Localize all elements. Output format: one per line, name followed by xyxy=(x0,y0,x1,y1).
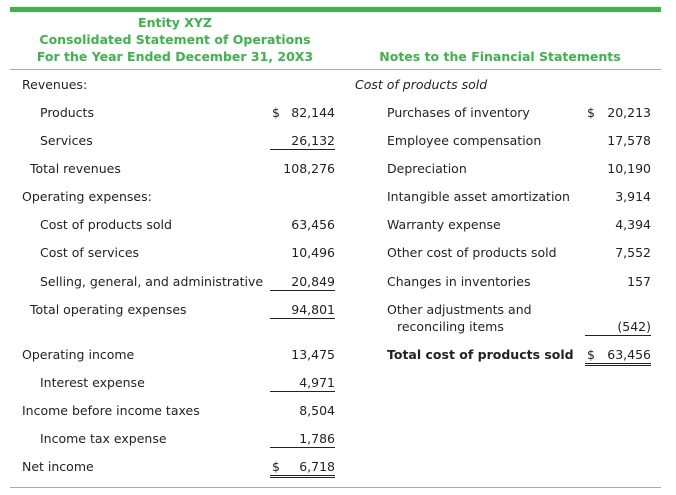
currency-symbol: $ xyxy=(272,459,280,474)
notes-row-label: Purchases of inventory xyxy=(387,105,530,120)
statement-row-value: 82,144 xyxy=(291,105,335,120)
statement-row-label: Selling, general, and administrative xyxy=(40,274,264,289)
notes-row-value: 20,213 xyxy=(607,105,651,120)
statement-row-label: Cost of services xyxy=(40,245,140,260)
notes-title: Notes to the Financial Statements xyxy=(379,49,621,64)
statement-row-value: 20,849 xyxy=(270,274,335,291)
entity-name: Entity XYZ xyxy=(138,15,212,30)
statement-row-label: Interest expense xyxy=(40,375,145,390)
statement-row-label: Net income xyxy=(22,459,94,474)
notes-total-label: Total cost of products sold xyxy=(387,347,574,362)
notes-row-label: Other cost of products sold xyxy=(387,245,557,260)
statement-row-value: 13,475 xyxy=(291,347,335,362)
notes-row-label: Warranty expense xyxy=(387,217,501,232)
notes-subtitle: Cost of products sold xyxy=(355,77,488,92)
currency-symbol: $ xyxy=(587,105,595,120)
statement-row-value: 94,801 xyxy=(270,302,335,319)
notes-row-value: 7,552 xyxy=(615,245,651,260)
statement-row-label: Total revenues xyxy=(30,161,121,176)
statement-row-value: 8,504 xyxy=(299,403,335,418)
notes-row-value: 3,914 xyxy=(615,189,651,204)
statement-period: For the Year Ended December 31, 20X3 xyxy=(36,49,314,64)
notes-row-label-cont: reconciling items xyxy=(397,319,504,334)
notes-total-value: 63,456 xyxy=(585,347,651,366)
statement-row-value: 10,496 xyxy=(291,245,335,260)
notes-row-label: Employee compensation xyxy=(387,133,542,148)
header-divider xyxy=(10,69,661,70)
statement-title: Consolidated Statement of Operations xyxy=(39,32,311,47)
footer-divider xyxy=(10,487,661,488)
statement-row-label: Income before income taxes xyxy=(22,403,200,418)
statement-row-label: Services xyxy=(40,133,93,148)
notes-row-label: Changes in inventories xyxy=(387,274,531,289)
notes-row-label: Intangible asset amortization xyxy=(387,189,570,204)
statement-row-value: 1,786 xyxy=(270,431,335,448)
statement-row-value: 108,276 xyxy=(283,161,335,176)
notes-row-value: 17,578 xyxy=(607,133,651,148)
notes-row-label: Depreciation xyxy=(387,161,467,176)
statement-row-label: Operating expenses: xyxy=(22,189,152,204)
statement-row-value: 6,718 xyxy=(270,459,335,478)
statement-row-label: Operating income xyxy=(22,347,135,362)
statement-row-label: Total operating expenses xyxy=(30,302,187,317)
currency-symbol: $ xyxy=(272,105,280,120)
statement-row-value: 26,132 xyxy=(270,133,335,150)
notes-row-value: (542) xyxy=(585,319,651,336)
statement-row-label: Revenues: xyxy=(22,77,88,92)
notes-row-label: Other adjustments and xyxy=(387,302,532,317)
statement-row-value: 4,971 xyxy=(270,375,335,392)
statement-row-label: Income tax expense xyxy=(40,431,167,446)
statement-row-label: Cost of products sold xyxy=(40,217,172,232)
currency-symbol: $ xyxy=(587,347,595,362)
accent-bar xyxy=(10,7,661,12)
notes-row-value: 10,190 xyxy=(607,161,651,176)
statement-row-value: 63,456 xyxy=(291,217,335,232)
notes-row-value: 157 xyxy=(627,274,651,289)
notes-row-value: 4,394 xyxy=(615,217,651,232)
statement-row-label: Products xyxy=(40,105,94,120)
